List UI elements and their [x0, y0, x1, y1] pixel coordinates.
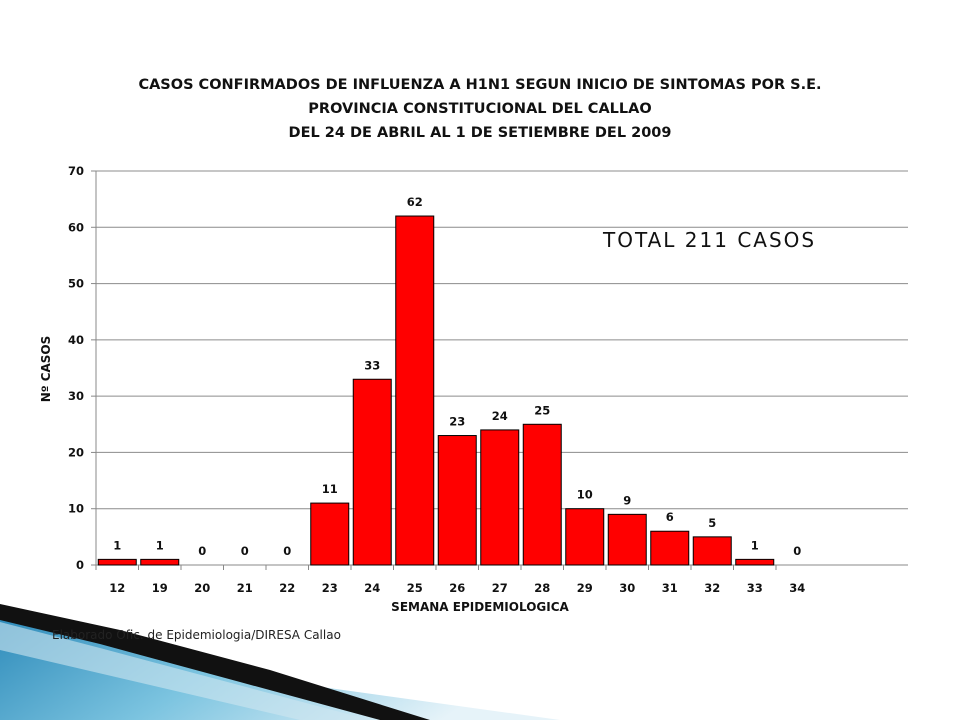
data-label: 9: [623, 493, 631, 507]
y-tick-label: 20: [68, 445, 84, 459]
bar: [607, 513, 647, 566]
x-tick-label: 21: [237, 581, 253, 595]
swoosh-black-stroke: [0, 604, 430, 720]
y-tick-label: 50: [68, 277, 84, 291]
chart-title-line-3: DEL 24 DE ABRIL AL 1 DE SETIEMBRE DEL 20…: [288, 125, 672, 141]
bar: [437, 435, 477, 566]
x-axis-label: SEMANA EPIDEMIOLOGICA: [391, 600, 569, 614]
data-label: 23: [449, 415, 465, 429]
x-tick-label: 34: [789, 581, 805, 595]
data-label: 62: [407, 195, 423, 209]
bar: [480, 429, 520, 566]
data-label: 11: [322, 482, 338, 496]
data-label: 10: [577, 488, 593, 502]
bar: [565, 508, 605, 566]
bar: [650, 530, 690, 566]
y-tick-label: 10: [68, 502, 84, 516]
data-label: 1: [751, 538, 759, 552]
x-tick-label: 26: [449, 581, 465, 595]
x-tick-label: 29: [577, 581, 593, 595]
bar: [97, 558, 137, 566]
chart-title-line-1: CASOS CONFIRMADOS DE INFLUENZA A H1N1 SE…: [138, 77, 822, 93]
data-label: 25: [534, 403, 550, 417]
bar: [522, 423, 562, 566]
data-label: 33: [364, 358, 380, 372]
x-tick-label: 27: [492, 581, 508, 595]
x-tick-label: 23: [322, 581, 338, 595]
y-tick-label: 70: [68, 164, 84, 178]
bar: [310, 502, 350, 566]
total-cases-annotation: TOTAL 211 CASOS: [603, 228, 817, 252]
source-note: Elaborado Ofic. de Epidemiologia/DIRESA …: [52, 628, 341, 642]
x-tick-label: 20: [194, 581, 210, 595]
bar: [140, 558, 180, 566]
x-tick-label: 28: [534, 581, 550, 595]
data-label: 1: [156, 538, 164, 552]
data-label: 24: [492, 409, 508, 423]
data-label: 0: [793, 544, 801, 558]
chart-title-line-2: PROVINCIA CONSTITUCIONAL DEL CALLAO: [308, 101, 652, 117]
data-label: 6: [666, 510, 674, 524]
x-tick-label: 30: [619, 581, 635, 595]
y-tick-label: 40: [68, 333, 84, 347]
x-tick-label: 22: [279, 581, 295, 595]
bar: [352, 378, 392, 566]
data-label: 0: [283, 544, 291, 558]
y-tick-label: 60: [68, 220, 84, 234]
x-tick-label: 25: [407, 581, 423, 595]
x-tick-label: 31: [662, 581, 678, 595]
x-tick-label: 33: [747, 581, 763, 595]
bar: [692, 536, 732, 566]
x-tick-label: 12: [109, 581, 125, 595]
y-tick-label: 0: [76, 558, 84, 572]
data-label: 0: [198, 544, 206, 558]
x-tick-label: 32: [704, 581, 720, 595]
data-label: 5: [708, 516, 716, 530]
x-tick-label: 19: [152, 581, 168, 595]
data-label: 0: [241, 544, 249, 558]
bar: [735, 558, 775, 566]
chart-title: CASOS CONFIRMADOS DE INFLUENZA A H1N1 SE…: [0, 73, 960, 145]
swoosh-teal-shape: [0, 606, 560, 720]
bar: [395, 215, 435, 566]
data-label: 1: [113, 538, 121, 552]
swoosh-light-band: [0, 622, 370, 720]
x-tick-label: 24: [364, 581, 380, 595]
y-tick-label: 30: [68, 389, 84, 403]
